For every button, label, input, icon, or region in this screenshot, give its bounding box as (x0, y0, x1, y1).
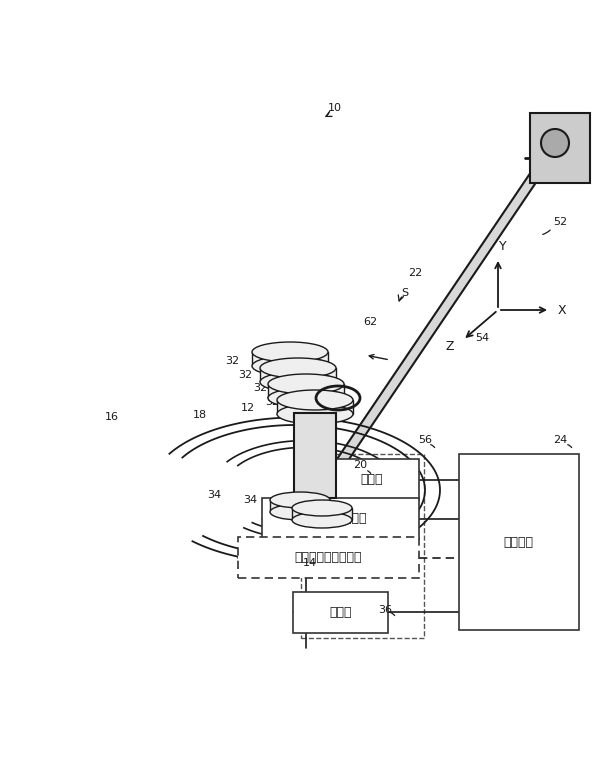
Ellipse shape (292, 512, 352, 528)
Ellipse shape (252, 356, 328, 376)
Text: Y: Y (499, 239, 507, 253)
Bar (301, 455, 424, 637)
Text: 62: 62 (363, 317, 377, 327)
Ellipse shape (260, 372, 336, 392)
Text: Z: Z (446, 339, 454, 353)
Ellipse shape (268, 374, 344, 394)
Bar (270, 500, 330, 512)
Text: 制御装置: 制御装置 (504, 536, 534, 548)
Text: 56: 56 (418, 435, 432, 445)
Text: 高周波電力発生装置: 高周波電力発生装置 (295, 551, 362, 564)
Text: 14: 14 (303, 558, 317, 568)
Text: 32: 32 (265, 397, 279, 407)
Text: 駅動部: 駅動部 (360, 473, 383, 486)
Bar (268, 384, 344, 398)
Ellipse shape (277, 404, 353, 424)
Ellipse shape (292, 500, 352, 516)
Ellipse shape (277, 390, 353, 410)
Bar (530, 113, 590, 183)
Bar (294, 413, 336, 498)
Bar (324, 459, 419, 500)
Bar (459, 454, 578, 629)
Text: 12: 12 (241, 403, 255, 413)
Text: 20: 20 (353, 460, 367, 470)
Bar (238, 537, 419, 578)
Ellipse shape (270, 504, 330, 520)
Text: 32: 32 (253, 383, 267, 393)
Text: S: S (402, 288, 408, 298)
Text: X: X (558, 303, 566, 317)
Polygon shape (308, 172, 539, 508)
Text: 18: 18 (193, 410, 207, 420)
Ellipse shape (252, 342, 328, 362)
Bar (260, 368, 336, 382)
Ellipse shape (541, 129, 569, 157)
Text: 16: 16 (105, 412, 119, 422)
Bar (263, 498, 419, 539)
Text: 10: 10 (328, 103, 342, 113)
Bar (277, 400, 353, 414)
Bar (293, 592, 389, 633)
Text: 34: 34 (207, 490, 221, 500)
Text: 32: 32 (238, 370, 252, 380)
Text: 36: 36 (378, 605, 392, 615)
Text: 54: 54 (475, 333, 489, 343)
Text: 52: 52 (553, 217, 567, 227)
Text: 駅動部: 駅動部 (330, 606, 352, 619)
Ellipse shape (268, 388, 344, 408)
Text: 32: 32 (225, 356, 239, 366)
Ellipse shape (270, 492, 330, 508)
Text: 22: 22 (408, 268, 422, 278)
Bar (252, 352, 328, 366)
Text: 34: 34 (243, 495, 257, 505)
Ellipse shape (260, 358, 336, 378)
Text: 冷却水供給装置: 冷却水供給装置 (314, 512, 367, 525)
Text: 24: 24 (553, 435, 567, 445)
Bar (292, 508, 352, 520)
